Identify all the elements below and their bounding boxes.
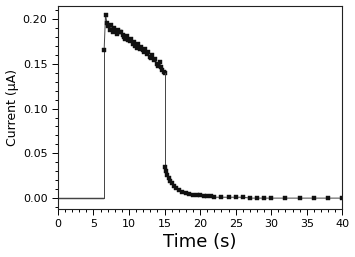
Y-axis label: Current (μA): Current (μA) — [6, 69, 18, 146]
X-axis label: Time (s): Time (s) — [163, 233, 237, 251]
